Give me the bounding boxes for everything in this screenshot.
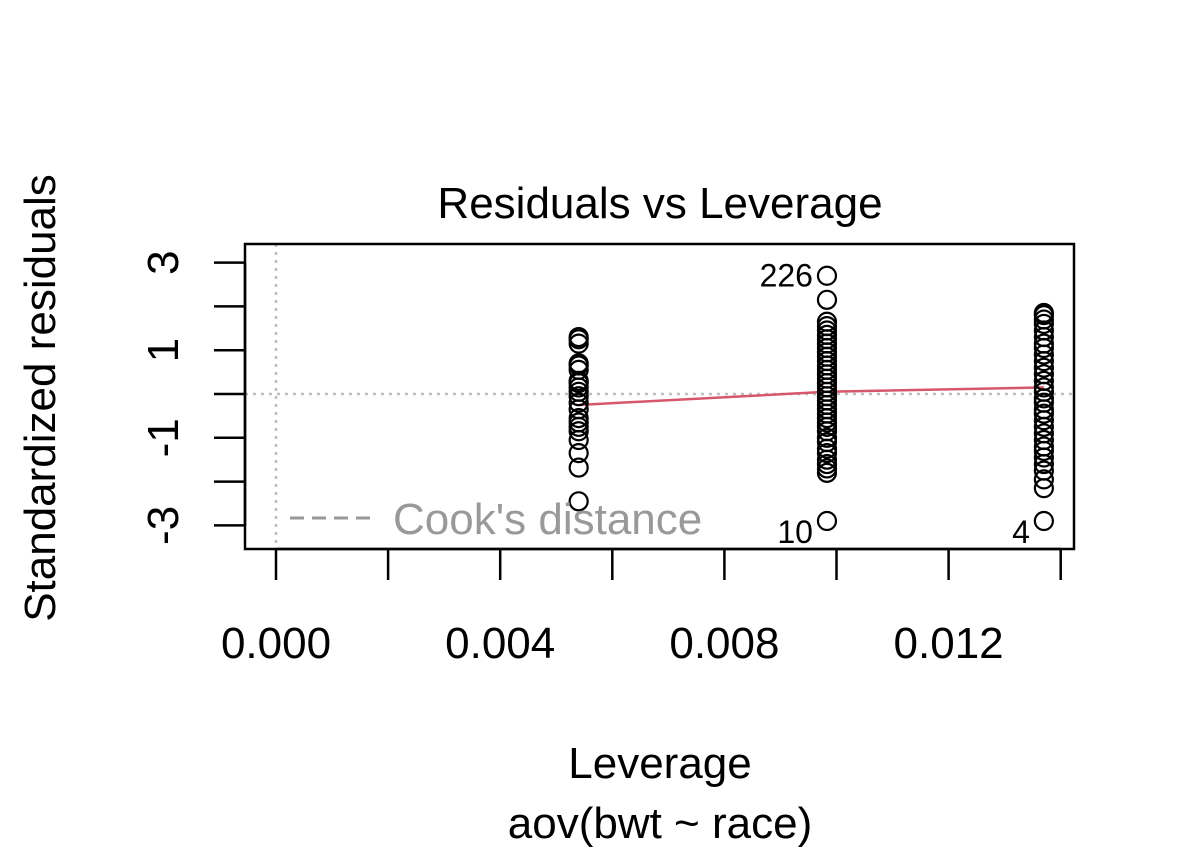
data-point <box>1033 460 1054 481</box>
y-tick-label: 3 <box>139 250 188 274</box>
data-point <box>1033 364 1054 385</box>
data-point <box>1033 357 1054 378</box>
y-tick-label: -1 <box>139 418 188 457</box>
data-point <box>568 443 589 464</box>
x-tick-label: 0.008 <box>669 619 779 668</box>
data-point <box>1033 469 1054 490</box>
data-point <box>816 289 838 310</box>
y-axis-label: Standardized residuals <box>16 174 65 622</box>
legend-label: Cook's distance <box>393 495 702 544</box>
data-point <box>568 457 589 478</box>
chart-title: Residuals vs Leverage <box>437 179 882 228</box>
x-tick-label: 0.000 <box>221 619 331 668</box>
point-labels-group: 226 10 4 <box>760 258 1030 550</box>
reference-lines <box>245 244 1074 549</box>
x-axis-label: Leverage <box>568 739 751 788</box>
x-axis: 0.000 0.004 0.008 0.012 <box>221 547 1062 668</box>
legend: Cook's distance <box>290 495 702 544</box>
x-tick-label: 0.004 <box>445 619 555 668</box>
data-point <box>568 491 589 512</box>
model-sublabel: aov(bwt ~ race) <box>508 799 812 848</box>
data-point <box>1033 377 1054 398</box>
data-point <box>816 265 838 286</box>
points-group <box>568 265 1054 532</box>
smoother-line <box>578 386 1044 407</box>
point-label-226: 226 <box>760 258 813 294</box>
data-point <box>1033 423 1054 444</box>
smoother-group <box>578 386 1044 407</box>
data-point <box>816 311 838 332</box>
data-point <box>1033 436 1054 457</box>
y-tick-label: 1 <box>139 338 188 362</box>
data-point <box>1033 333 1054 354</box>
data-point <box>816 510 838 532</box>
data-point <box>1033 510 1054 532</box>
data-point <box>568 326 589 348</box>
data-point <box>1033 370 1054 391</box>
x-tick-label: 0.012 <box>894 619 1004 668</box>
data-point <box>1033 302 1054 324</box>
point-label-10: 10 <box>777 514 813 550</box>
point-label-4: 4 <box>1012 514 1030 550</box>
y-axis: -3 -1 1 3 <box>139 250 247 545</box>
data-point <box>816 427 838 448</box>
data-point <box>1033 429 1054 451</box>
data-point <box>568 407 589 429</box>
data-point <box>568 353 589 374</box>
y-tick-label: -3 <box>139 506 188 545</box>
data-point <box>568 392 589 413</box>
